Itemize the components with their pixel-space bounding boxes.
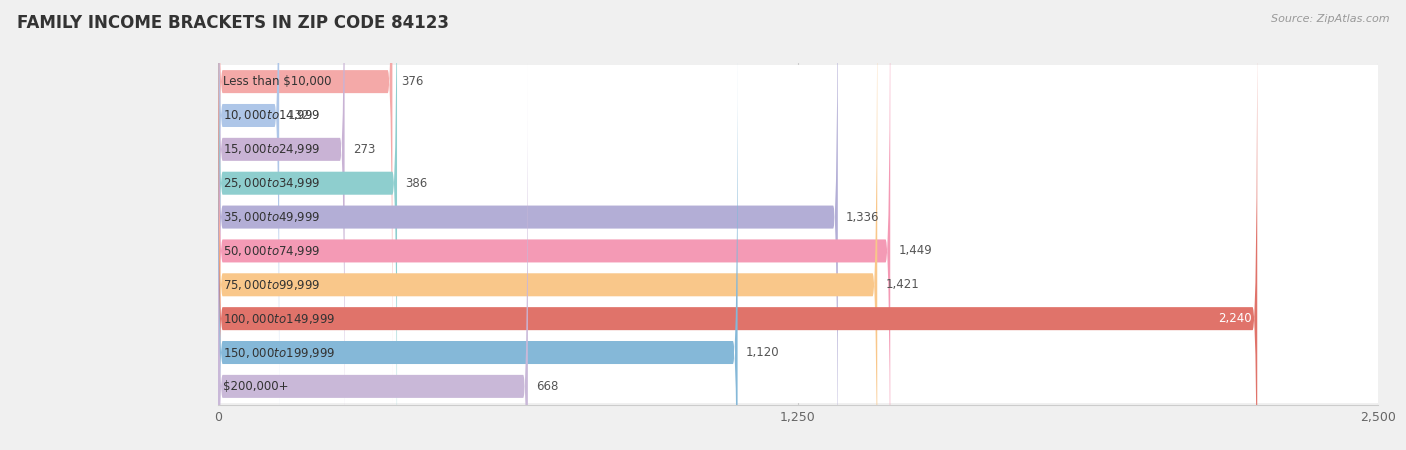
Text: 273: 273 [353, 143, 375, 156]
FancyBboxPatch shape [218, 99, 1378, 132]
Text: 2,240: 2,240 [1218, 312, 1251, 325]
Text: $150,000 to $199,999: $150,000 to $199,999 [224, 346, 336, 360]
Text: $10,000 to $14,999: $10,000 to $14,999 [224, 108, 321, 122]
FancyBboxPatch shape [218, 0, 392, 409]
FancyBboxPatch shape [218, 200, 1378, 234]
Text: 668: 668 [536, 380, 558, 393]
Text: Less than $10,000: Less than $10,000 [224, 75, 332, 88]
Text: 132: 132 [287, 109, 309, 122]
Text: 1,120: 1,120 [747, 346, 779, 359]
FancyBboxPatch shape [218, 234, 1378, 268]
Text: 376: 376 [401, 75, 423, 88]
FancyBboxPatch shape [218, 25, 738, 450]
FancyBboxPatch shape [218, 268, 1378, 302]
FancyBboxPatch shape [218, 166, 1378, 200]
Text: $50,000 to $74,999: $50,000 to $74,999 [224, 244, 321, 258]
FancyBboxPatch shape [218, 0, 1257, 450]
FancyBboxPatch shape [218, 0, 877, 450]
Text: 1,336: 1,336 [846, 211, 880, 224]
Text: $75,000 to $99,999: $75,000 to $99,999 [224, 278, 321, 292]
Text: $200,000+: $200,000+ [224, 380, 290, 393]
FancyBboxPatch shape [218, 0, 344, 450]
FancyBboxPatch shape [218, 336, 1378, 369]
FancyBboxPatch shape [218, 0, 280, 443]
FancyBboxPatch shape [218, 59, 527, 450]
FancyBboxPatch shape [218, 0, 890, 450]
Text: 1,421: 1,421 [886, 278, 920, 291]
FancyBboxPatch shape [218, 302, 1378, 336]
Text: $100,000 to $149,999: $100,000 to $149,999 [224, 312, 336, 326]
Text: Source: ZipAtlas.com: Source: ZipAtlas.com [1271, 14, 1389, 23]
FancyBboxPatch shape [218, 65, 1378, 99]
FancyBboxPatch shape [218, 369, 1378, 403]
FancyBboxPatch shape [218, 132, 1378, 166]
FancyBboxPatch shape [218, 0, 396, 450]
Text: 386: 386 [405, 177, 427, 190]
FancyBboxPatch shape [218, 0, 838, 450]
Text: 1,449: 1,449 [898, 244, 932, 257]
Text: $15,000 to $24,999: $15,000 to $24,999 [224, 142, 321, 156]
Text: $25,000 to $34,999: $25,000 to $34,999 [224, 176, 321, 190]
Text: FAMILY INCOME BRACKETS IN ZIP CODE 84123: FAMILY INCOME BRACKETS IN ZIP CODE 84123 [17, 14, 449, 32]
Text: $35,000 to $49,999: $35,000 to $49,999 [224, 210, 321, 224]
